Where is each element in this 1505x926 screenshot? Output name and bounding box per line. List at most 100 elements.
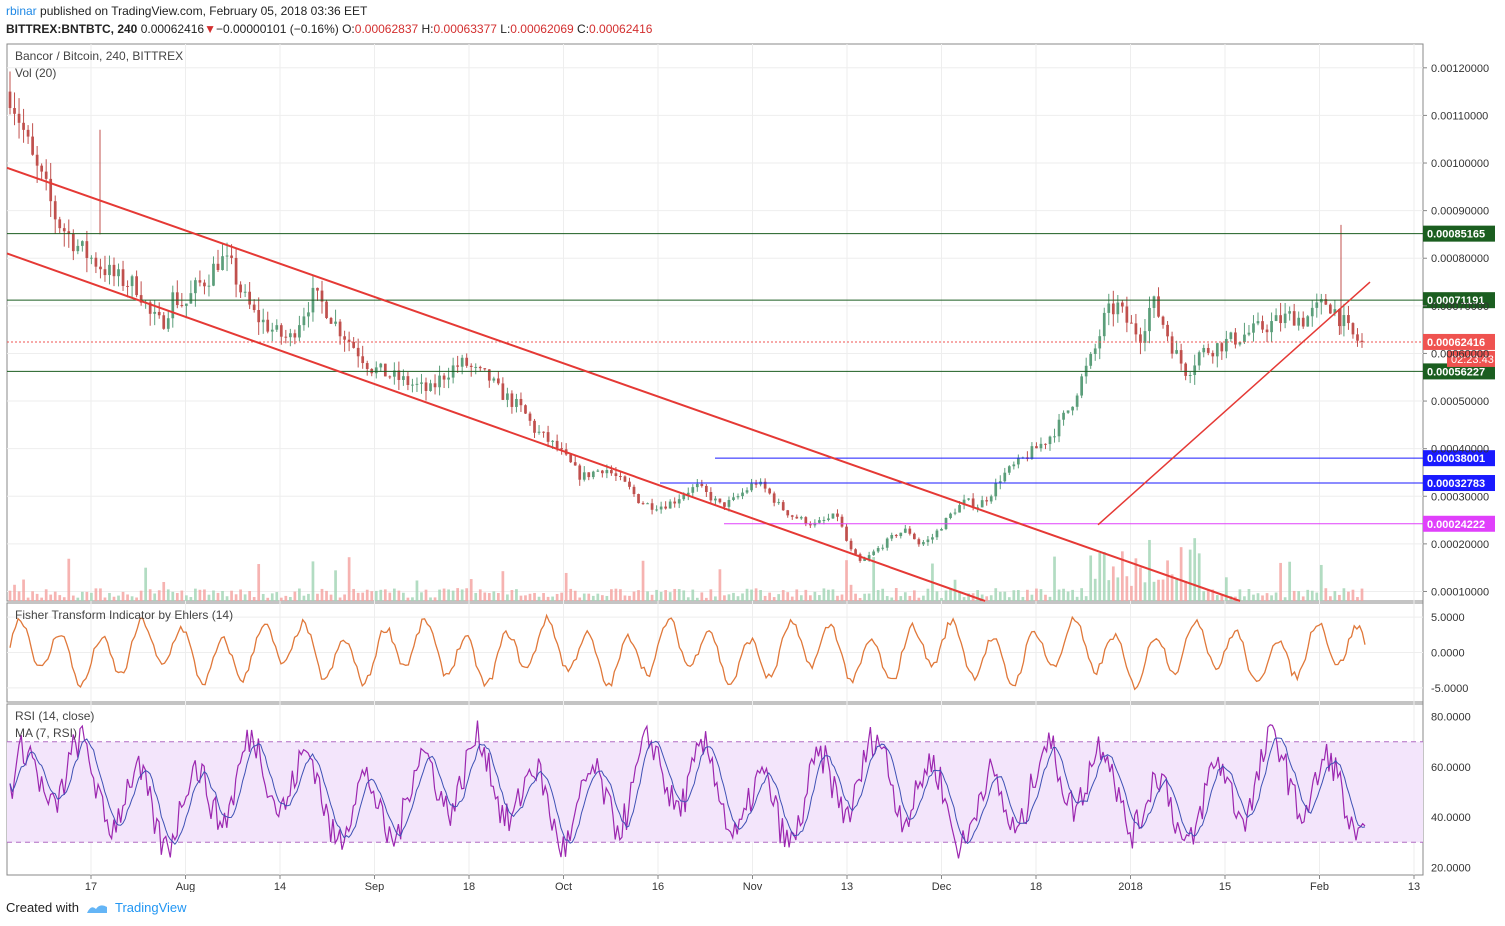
candle-body <box>302 316 306 326</box>
price-tick-label: 0.00100000 <box>1431 158 1489 170</box>
candle-body <box>542 431 545 433</box>
volume-bar <box>433 597 437 601</box>
candle-body <box>922 542 925 545</box>
volume-bar <box>184 595 188 601</box>
volume-bar <box>890 597 894 601</box>
volume-bar <box>1066 591 1070 601</box>
volume-bar <box>1016 590 1020 601</box>
volume-bar <box>456 588 460 601</box>
candle-body <box>894 534 898 537</box>
price-pane-frame <box>6 43 1424 602</box>
volume-bar <box>1035 588 1038 601</box>
volume-bar <box>998 591 1002 601</box>
candle-body <box>388 376 392 378</box>
x-tick-label: Aug <box>176 881 196 892</box>
candle-body <box>818 520 821 523</box>
volume-bar <box>1175 579 1178 601</box>
candle-body <box>279 325 283 337</box>
volume-bar <box>813 591 817 601</box>
candle-body <box>750 483 753 491</box>
volume-bar <box>420 592 423 601</box>
volume-bar <box>980 594 984 601</box>
volume-bar <box>288 597 292 601</box>
volume-bar <box>650 594 654 601</box>
candle-body <box>216 263 220 270</box>
candle-body <box>248 291 252 305</box>
rsi-tick-label: 80.0000 <box>1431 712 1471 724</box>
candle-body <box>189 293 193 304</box>
candle-body <box>1288 311 1292 314</box>
volume-bar <box>1139 567 1142 601</box>
volume-bar <box>212 590 215 601</box>
volume-bar <box>881 588 885 601</box>
volume-bar <box>406 597 410 601</box>
candle-body <box>673 501 677 504</box>
candle-body <box>1148 307 1151 332</box>
candle-body <box>668 501 672 509</box>
volume-bar <box>135 597 138 601</box>
rsi-line <box>9 720 1366 859</box>
price-marker-label: 0.00056227 <box>1427 366 1485 378</box>
volume-bar <box>750 589 753 601</box>
volume-bar <box>863 593 866 601</box>
volume-bar <box>872 557 876 601</box>
volume-bar <box>632 591 636 601</box>
candle-body <box>718 498 722 503</box>
candle-body <box>352 341 356 348</box>
candle-body <box>157 311 161 316</box>
volume-bar <box>415 580 419 601</box>
volume-bar <box>311 561 315 601</box>
volume-bar <box>361 592 365 601</box>
low-label: L: <box>500 22 511 36</box>
volume-bar <box>1243 596 1246 601</box>
candle-body <box>474 366 478 368</box>
candle-body <box>971 498 975 508</box>
volume-bar <box>885 596 889 601</box>
candle-body <box>1179 350 1183 364</box>
price-marker-label-bg <box>1423 475 1495 492</box>
volume-bar <box>1270 595 1273 601</box>
volume-bar <box>90 592 93 601</box>
candle-body <box>1342 315 1346 327</box>
candle-body <box>732 497 735 500</box>
volume-bar <box>103 597 107 601</box>
candle-body <box>162 315 166 329</box>
price-tick-label: 0.00110000 <box>1431 110 1488 122</box>
trading-chart[interactable]: 0.00085165 0.00071191 0.00062416 0.00056227… <box>0 40 1505 892</box>
volume-bar <box>334 570 337 601</box>
volume-bar <box>1333 591 1337 601</box>
volume-bar <box>1252 594 1255 601</box>
volume-bar <box>1356 597 1359 601</box>
volume-bar <box>1012 590 1016 601</box>
volume-bar <box>370 591 374 601</box>
candle-body <box>578 465 582 480</box>
candle-body <box>1170 336 1174 354</box>
countdown-label: 02:23:43 <box>1451 354 1494 366</box>
volume-bar <box>234 594 238 601</box>
candle-body <box>1306 316 1310 327</box>
tradingview-link[interactable]: TradingView <box>114 900 187 915</box>
candle-body <box>402 376 405 380</box>
candle-body <box>931 537 934 540</box>
candle-body <box>420 382 423 384</box>
candle-body <box>13 108 16 114</box>
candle-body <box>1356 334 1359 341</box>
volume-bar <box>44 589 48 601</box>
candle-body <box>334 321 337 324</box>
volume-bar <box>257 564 261 601</box>
fisher-tick-label: -5.0000 <box>1431 683 1468 695</box>
volume-bar <box>524 595 527 601</box>
candle-body <box>103 269 107 276</box>
volume-bar <box>198 589 202 601</box>
candle-body <box>67 231 71 234</box>
volume-bar <box>379 589 383 601</box>
volume-bar <box>338 597 342 601</box>
author-link[interactable]: rbinar <box>6 4 37 18</box>
volume-bar <box>578 597 582 601</box>
candle-body <box>501 383 505 400</box>
rsi-band <box>7 741 1423 843</box>
candle-body <box>438 375 441 388</box>
created-with-label: Created with <box>6 900 79 915</box>
price-tick-label: 0.00070000 <box>1431 301 1489 313</box>
volume-bar <box>293 591 297 601</box>
